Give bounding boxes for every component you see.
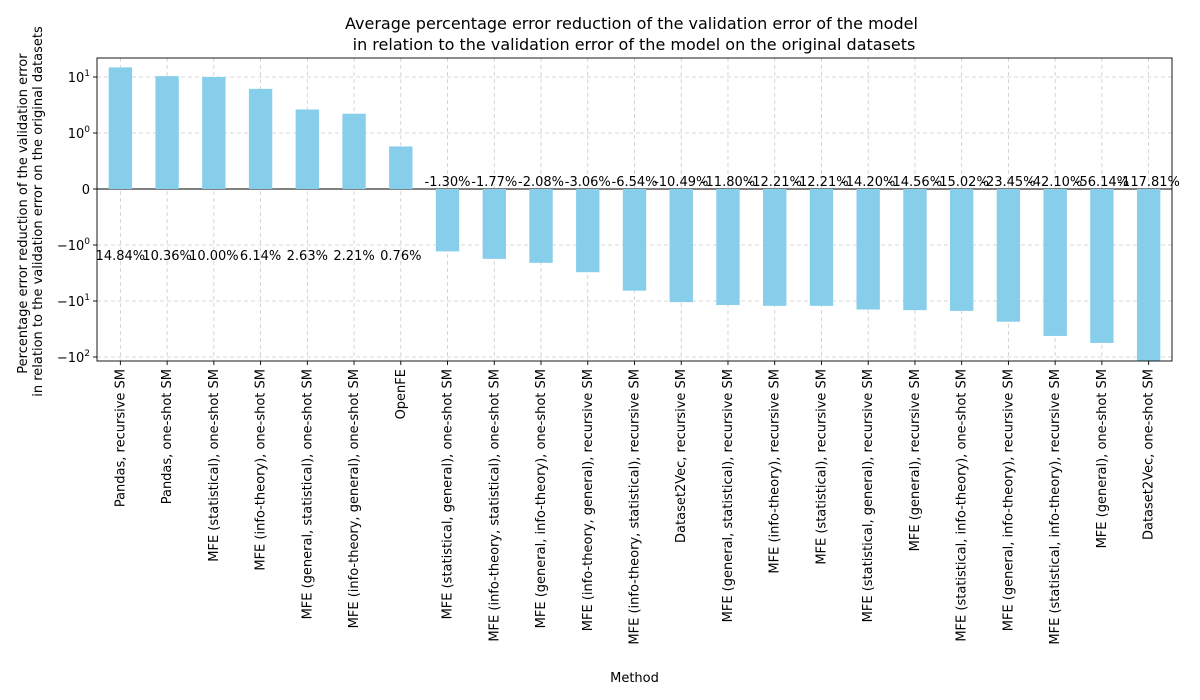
x-tick-label: MFE (general), recursive SM	[908, 369, 923, 551]
bar-value-label: -3.06%	[565, 175, 611, 190]
bar	[435, 189, 460, 252]
bar-value-label: 10.00%	[189, 249, 239, 264]
bar-value-label: -1.77%	[471, 175, 517, 190]
y-axis-label-line-2: in relation to the validation error on t…	[31, 26, 46, 397]
bar	[108, 67, 133, 189]
y-tick-exponent: 1	[84, 69, 90, 79]
x-tick-label: MFE (statistical), one-shot SM	[207, 369, 222, 562]
bar-value-label: 2.63%	[287, 249, 328, 264]
bar	[342, 113, 366, 189]
bar-value-label: -2.08%	[518, 175, 564, 190]
bar-value-label: -42.10%	[1028, 175, 1082, 190]
x-axis-ticks: Pandas, recursive SM Pandas, one-shot SM M…	[113, 361, 1157, 645]
x-tick-label: OpenFE	[394, 369, 409, 419]
x-tick-label: MFE (info-theory), one-shot SM	[254, 369, 269, 571]
x-tick-label: MFE (general, statistical), recursive SM	[721, 369, 736, 622]
bar-value-label: 14.84%	[96, 249, 146, 264]
bar	[716, 189, 740, 306]
bar	[202, 77, 226, 189]
bar-value-label: -10.49%	[654, 175, 708, 190]
bar	[669, 189, 693, 303]
y-tick-label: 0	[82, 183, 90, 198]
x-tick-label: MFE (general, info-theory), recursive SM	[1001, 369, 1016, 631]
y-tick-exponent: 2	[84, 349, 90, 359]
chart-title-line-1: Average percentage error reduction of th…	[345, 14, 918, 33]
bar	[1043, 189, 1067, 336]
bar	[903, 189, 927, 311]
y-tick-label: −102	[57, 349, 90, 366]
bar	[248, 88, 273, 189]
bar	[576, 189, 600, 273]
y-tick-label: 101	[68, 69, 90, 86]
x-tick-label: Pandas, recursive SM	[113, 369, 128, 507]
bar	[482, 189, 506, 259]
y-tick-exponent: 0	[84, 125, 90, 135]
bar-value-label: 6.14%	[240, 249, 281, 264]
bar-value-label: -14.56%	[888, 175, 942, 190]
bar	[949, 189, 974, 311]
bar-value-label: -14.20%	[841, 175, 895, 190]
bar	[155, 76, 179, 189]
bar	[996, 189, 1021, 322]
bar	[1136, 189, 1161, 361]
y-tick-exponent: 1	[84, 293, 90, 303]
y-tick-label: 100	[68, 125, 91, 142]
bar-value-label: -6.54%	[612, 175, 658, 190]
y-tick-label: −100	[57, 237, 90, 254]
x-tick-label: MFE (general, info-theory), one-shot SM	[534, 369, 549, 628]
bar	[856, 189, 880, 310]
y-tick-label: −101	[57, 293, 90, 310]
x-tick-label: MFE (info-theory), recursive SM	[768, 369, 783, 574]
bar-value-label: -12.21%	[794, 175, 848, 190]
bar-value-label: -56.14%	[1075, 175, 1129, 190]
bar-value-label: -117.81%	[1117, 175, 1180, 190]
bar	[295, 109, 320, 189]
bar	[809, 189, 834, 306]
x-tick-label: MFE (info-theory, statistical), one-shot…	[487, 369, 502, 642]
bar-value-label: 2.21%	[333, 249, 374, 264]
bar-value-label: -1.30%	[425, 175, 471, 190]
x-tick-label: Dataset2Vec, one-shot SM	[1142, 369, 1157, 540]
x-tick-label: Pandas, one-shot SM	[160, 369, 175, 504]
bar-value-label: -11.80%	[701, 175, 755, 190]
bar-value-label: 10.36%	[142, 249, 192, 264]
y-tick-exponent: 0	[84, 237, 90, 247]
x-tick-label: MFE (statistical, general), one-shot SM	[441, 369, 456, 619]
bar	[529, 189, 553, 263]
bar	[389, 146, 413, 189]
bar	[622, 189, 647, 291]
x-tick-label: MFE (info-theory, general), one-shot SM	[347, 369, 362, 628]
x-tick-label: MFE (statistical, general), recursive SM	[861, 369, 876, 622]
bar	[1090, 189, 1114, 343]
bar-value-label: -23.45%	[981, 175, 1035, 190]
x-axis-label: Method	[610, 671, 659, 686]
x-tick-label: MFE (info-theory, general), recursive SM	[581, 369, 596, 631]
x-tick-label: Dataset2Vec, recursive SM	[674, 369, 689, 543]
bar-value-label: 0.76%	[380, 249, 421, 264]
bar-value-label: -15.02%	[935, 175, 989, 190]
x-tick-label: MFE (general), one-shot SM	[1095, 369, 1110, 548]
x-tick-label: MFE (statistical, info-theory), one-shot…	[955, 369, 970, 642]
bar-value-label: -12.21%	[748, 175, 802, 190]
chart-title-line-2: in relation to the validation error of t…	[353, 35, 916, 54]
y-axis-label: Percentage error reduction of the valida…	[16, 26, 46, 397]
x-tick-label: MFE (statistical, info-theory), recursiv…	[1048, 369, 1063, 645]
x-tick-label: MFE (general, statistical), one-shot SM	[300, 369, 315, 619]
x-tick-label: MFE (info-theory, statistical), recursiv…	[628, 369, 643, 645]
x-tick-label: MFE (statistical), recursive SM	[814, 369, 829, 565]
y-axis-label-line-1: Percentage error reduction of the valida…	[16, 53, 31, 374]
bars-layer	[108, 67, 1161, 361]
bar	[763, 189, 787, 306]
chart-title: Average percentage error reduction of th…	[345, 14, 923, 54]
data-labels-layer: 14.84%10.36%10.00% 6.14% 2.63% 2.21% 0.76% -1…	[96, 175, 1180, 264]
